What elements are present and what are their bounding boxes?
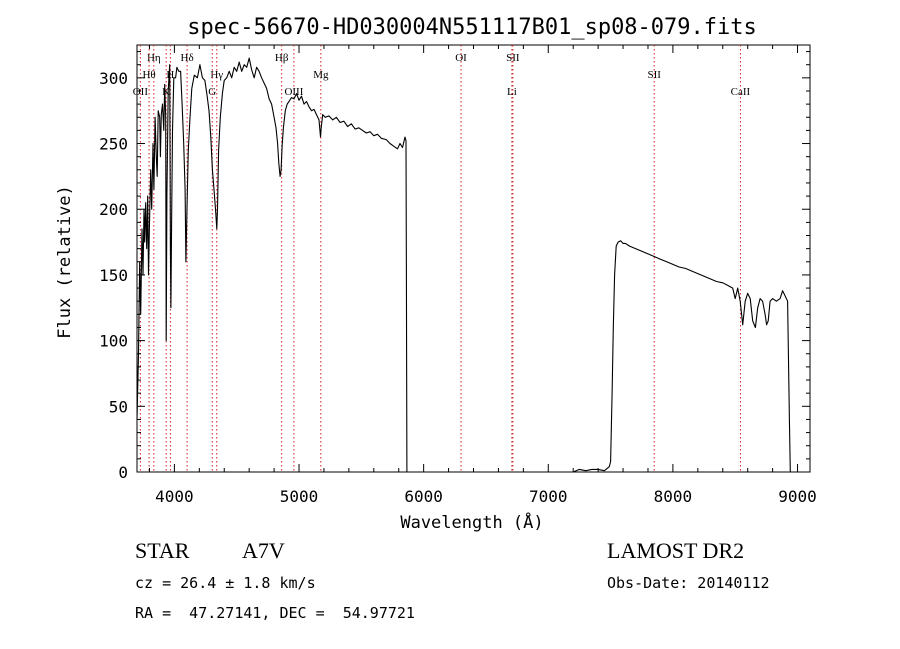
line-marker-label: SII [647,69,661,81]
y-tick-label: 150 [99,266,128,285]
line-marker-label: H [166,69,174,81]
object-class: STAR [135,538,190,563]
x-tick-label: 9000 [778,487,817,506]
x-tick-label: 7000 [529,487,568,506]
y-tick-label: 300 [99,69,128,88]
line-marker-label: Hθ [142,69,155,81]
x-axis-label: Wavelength (Å) [400,511,543,533]
line-marker-label: Hη [147,52,161,64]
y-tick-label: 250 [99,135,128,154]
chart-title: spec-56670-HD030004N551117B01_sp08-079.f… [187,15,757,40]
plot-frame [136,44,811,473]
line-marker-label: Li [507,86,517,98]
line-marker-label: Hβ [275,52,289,64]
spectrum-line [136,57,791,473]
observation-date: Obs-Date: 20140112 [607,574,770,592]
line-marker-label: K [162,86,170,98]
line-marker-label: SII [506,52,520,64]
x-tick-label: 4000 [155,487,194,506]
line-marker-label: Hδ [181,52,194,64]
x-tick-label: 8000 [654,487,693,506]
object-subclass: A7V [242,538,285,563]
y-tick-label: 100 [99,332,128,351]
coordinates: RA = 47.27141, DEC = 54.97721 [135,604,415,622]
line-marker-label: Hγ [210,69,223,81]
y-axis-label: Flux (relative) [55,185,75,339]
x-tick-label: 6000 [404,487,443,506]
line-marker-label: OI [455,52,467,64]
redshift-cz: cz = 26.4 ± 1.8 km/s [135,574,316,592]
line-marker-label: OII [133,86,149,98]
line-marker-label: Mg [313,69,329,81]
x-tick-label: 5000 [280,487,319,506]
line-marker-label: OIII [284,86,303,98]
y-tick-label: 200 [99,200,128,219]
y-tick-label: 0 [118,463,128,482]
line-marker-label: CaII [731,86,751,98]
line-marker-label: G [208,86,216,98]
survey-name: LAMOST DR2 [607,538,745,563]
y-tick-label: 50 [109,397,128,416]
